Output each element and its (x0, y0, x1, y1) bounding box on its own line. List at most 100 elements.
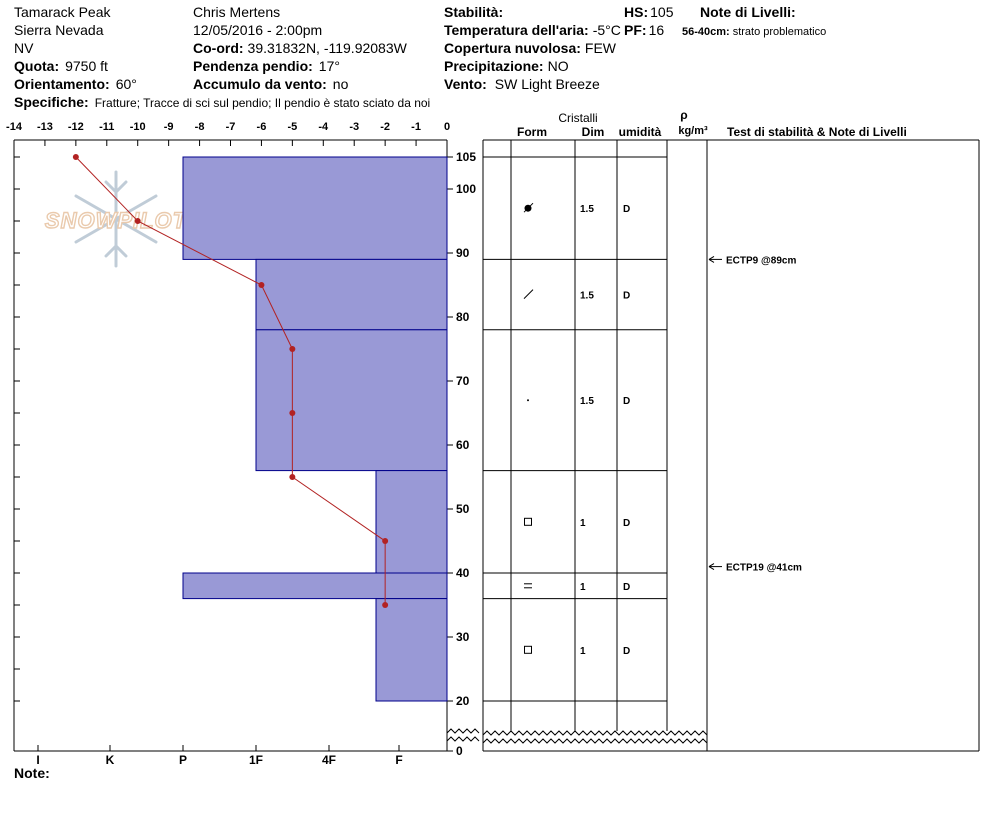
hardness-layer-bar (375, 598, 448, 702)
svg-text:Accumulo da vento:no: Accumulo da vento: no (193, 76, 349, 92)
table-row: 1.5 D (483, 156, 667, 215)
temp-tick-label: -9 (164, 121, 174, 133)
grain-size: 1 (580, 646, 586, 657)
stability-label: Stabilità: (444, 4, 503, 20)
stability-test: ECTP9 @89cm (708, 255, 796, 266)
air-temp-value: -5°C (593, 22, 621, 38)
temp-tick-label: -5 (287, 121, 297, 133)
temp-tick-label: -11 (99, 121, 114, 133)
svg-text:Co-ord:39.31832N, -119.92083W: Co-ord: 39.31832N, -119.92083W (193, 40, 408, 56)
temp-tick-label: -2 (380, 121, 390, 133)
snowpilot-watermark: SNOWPILOT (44, 170, 188, 268)
svg-text:Quota:9750 ft: Quota: 9750 ft (14, 58, 108, 74)
header-col-2: Chris Mertens 12/05/2016 - 2:00pm Co-ord… (193, 4, 408, 92)
hs-label: HS: (624, 4, 648, 20)
crystals-header: Cristalli (558, 111, 597, 125)
temperature-point (289, 474, 296, 480)
observer: Chris Mertens (193, 4, 280, 20)
size-header: Dim (582, 125, 605, 139)
moisture-value: D (623, 204, 630, 215)
wind-loading-label: Accumulo da vento: (193, 76, 327, 92)
temp-tick-label: -6 (257, 121, 267, 133)
coord-label: Co-ord: (193, 40, 244, 56)
grain-size: 1.5 (580, 204, 594, 215)
watermark-text: SNOWPILOT (45, 208, 188, 233)
height-tick-label: 105 (456, 150, 476, 164)
aspect-value: 60° (116, 76, 137, 92)
height-tick-label: 80 (456, 310, 470, 324)
arrow-head-icon (708, 255, 715, 263)
datetime: 12/05/2016 - 2:00pm (193, 22, 322, 38)
grain-size: 1.5 (580, 396, 594, 407)
hardness-tick-label: F (395, 753, 402, 767)
temperature-profile (72, 154, 389, 608)
hardness-layer-bar (255, 258, 448, 331)
temp-tick-label: -8 (195, 121, 205, 133)
temp-tick-label: -1 (411, 121, 421, 133)
specifics-value: Fratture; Tracce di sci sul pendio; Il p… (95, 96, 431, 110)
table-row: 1.5 D (483, 258, 667, 302)
hardness-tick-label: K (106, 753, 115, 767)
stability-tests: ECTP9 @89cm ECTP19 @41cm (708, 255, 802, 574)
sky-value: FEW (585, 40, 617, 56)
temp-tick-label: -10 (130, 121, 146, 133)
height-tick-label: 40 (456, 566, 470, 580)
height-tick-label: 0 (456, 744, 463, 758)
axis-break-left (446, 728, 480, 742)
temperature-point (289, 346, 296, 352)
grain-size: 1 (580, 582, 586, 593)
temp-tick-label: -4 (318, 121, 329, 133)
svg-text:Vento:SW Light Breeze: Vento: SW Light Breeze (444, 76, 600, 92)
elevation-value: 9750 ft (65, 58, 108, 74)
hardness-tick-label: 4F (322, 753, 336, 767)
hardness-layers (182, 156, 448, 702)
temperature-point (134, 218, 141, 224)
range: Sierra Nevada (14, 22, 104, 38)
header-col-1: Tamarack Peak Sierra Nevada NV Quota: 975… (14, 4, 137, 92)
layer-table: 1.5 D1.5 D1.5 D1 D1 D1 D (483, 156, 667, 702)
slope-label: Pendenza pendio: (193, 58, 313, 74)
stability-test-label: ECTP19 @41cm (726, 563, 802, 574)
moisture-value: D (623, 396, 630, 407)
pf-value: 16 (649, 22, 665, 38)
hardness-layer-bar (182, 156, 448, 260)
density-unit-header: kg/m³ (678, 125, 708, 137)
tests-header: Test di stabilità & Note di Livelli (727, 125, 907, 139)
svg-text:Copertura nuvolosa:FEW: Copertura nuvolosa: FEW (444, 40, 617, 56)
svg-text:Orientamento:60°: Orientamento: 60° (14, 76, 137, 92)
temperature-point (258, 282, 265, 288)
moisture-value: D (623, 291, 630, 302)
elevation-label: Quota: (14, 58, 59, 74)
height-tick-label: 30 (456, 630, 470, 644)
temperature-point (72, 154, 79, 160)
state: NV (14, 40, 34, 56)
rho-header: ρ (680, 108, 687, 122)
layer-note-text: strato problematico (733, 26, 827, 38)
table-frame (482, 139, 980, 752)
arrow-head-icon (708, 563, 715, 571)
temperature-point (382, 538, 389, 544)
moisture-value: D (623, 646, 630, 657)
air-temp-label: Temperatura dell'aria: (444, 22, 589, 38)
wind-label: Vento: (444, 76, 487, 92)
hardness-layer-bar (182, 572, 448, 600)
table-row: 1.5 D (483, 329, 667, 407)
notes-label: Note: (14, 765, 50, 781)
moisture-value: D (623, 582, 630, 593)
temp-tick-label: 0 (444, 121, 450, 133)
axis-break-right (482, 730, 708, 744)
precipitation-particle-icon (527, 399, 529, 402)
pf-label: PF: (624, 22, 647, 38)
location: Tamarack Peak (14, 4, 111, 20)
slope-value: 17° (319, 58, 340, 74)
melt-freeze-icon-stroke (523, 202, 534, 213)
height-tick-label: 70 (456, 374, 470, 388)
height-tick-label: 100 (456, 182, 476, 196)
hardness-tick-label: P (179, 753, 187, 767)
svg-text:Precipitazione:NO: Precipitazione: NO (444, 58, 569, 74)
specifics-label: Specifiche: (14, 94, 89, 110)
